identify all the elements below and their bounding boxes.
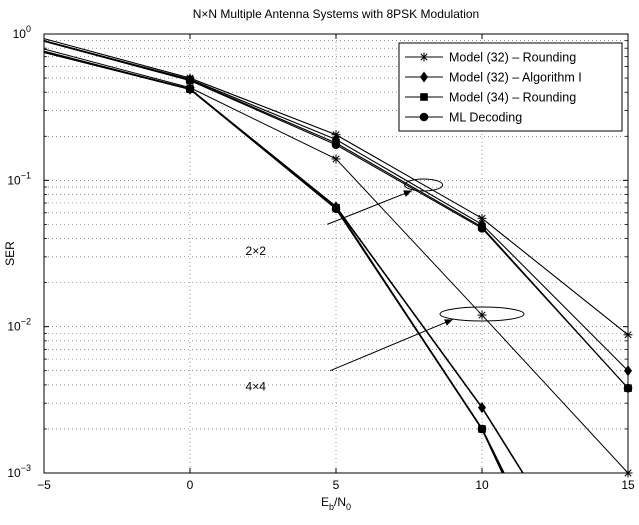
- series-2x2-circle: [43, 40, 633, 393]
- data-point: [478, 402, 486, 414]
- marker-stroke: [332, 155, 340, 163]
- marker-shape: [331, 204, 341, 213]
- legend-item: Model (32) – Algorithm I: [405, 71, 582, 85]
- legend-item: ML Decoding: [405, 111, 522, 125]
- legend-marker: [419, 52, 429, 62]
- annotations: 2×2 4×4: [246, 178, 525, 394]
- data-point: [185, 84, 195, 94]
- annotation-ellipse: [439, 306, 525, 322]
- x-axis-label-sep: /N: [334, 495, 346, 509]
- annotation-2×2: 2×2: [246, 178, 444, 258]
- annotation-arrow: [327, 190, 413, 225]
- annotation-arrowhead: [403, 190, 412, 197]
- marker-shape: [420, 71, 428, 83]
- data-point: [477, 224, 487, 233]
- data-point: [331, 204, 341, 213]
- data-point: [477, 213, 487, 223]
- marker-shape: [185, 84, 195, 94]
- legend: Model (32) – Rounding Model (32) – Algori…: [398, 42, 623, 132]
- marker-stroke: [478, 214, 486, 222]
- marker-shape: [478, 402, 486, 414]
- legend-marker: [420, 93, 428, 101]
- annotation-arrowhead: [444, 319, 453, 326]
- annotation-ellipse: [404, 178, 444, 192]
- legend-item: Model (34) – Rounding: [405, 91, 576, 105]
- y-tick-label: 10−2: [7, 317, 31, 334]
- marker-shape: [477, 224, 487, 233]
- legend-label: ML Decoding: [449, 111, 522, 125]
- annotation-4×4: 4×4: [246, 306, 525, 394]
- y-tick-label: 100: [13, 24, 31, 41]
- marker-stroke: [478, 311, 486, 319]
- annotation-arrow: [329, 319, 453, 372]
- legend-label: Model (32) – Rounding: [449, 51, 576, 65]
- x-axis-label-sub-0: 0: [346, 502, 351, 512]
- marker-shape: [420, 93, 428, 101]
- grid-lines: [44, 34, 628, 473]
- series-4x4-circle: [43, 51, 504, 474]
- x-axis-label-sub-b: b: [329, 502, 334, 512]
- y-axis-label: SER: [3, 241, 17, 266]
- legend-box: [398, 42, 623, 132]
- legend-marker: [419, 112, 429, 122]
- x-tick-label: 0: [187, 478, 194, 492]
- data-point: [477, 424, 487, 434]
- annotation-label: 2×2: [246, 244, 267, 258]
- annotation-label: 4×4: [246, 380, 267, 394]
- legend-label: Model (32) – Algorithm I: [449, 71, 582, 85]
- marker-stroke: [420, 53, 428, 61]
- marker-shape: [185, 76, 195, 85]
- legend-item: Model (32) – Rounding: [405, 51, 576, 65]
- marker-shape: [331, 140, 341, 150]
- legend-label: Model (34) – Rounding: [449, 91, 576, 105]
- x-tick-label: −5: [37, 478, 51, 492]
- chart-title: N×N Multiple Antenna Systems with 8PSK M…: [193, 7, 479, 21]
- y-tick-label: 10−1: [7, 170, 31, 187]
- data-point: [477, 310, 487, 320]
- x-axis-label-base: E: [321, 495, 329, 509]
- legend-marker: [420, 71, 428, 83]
- x-tick-label: 15: [621, 478, 635, 492]
- x-tick-label: 5: [333, 478, 340, 492]
- data-point: [331, 140, 341, 150]
- marker-shape: [419, 112, 429, 122]
- data-point: [185, 76, 195, 85]
- marker-shape: [477, 424, 487, 434]
- x-axis-label: Eb/N0: [321, 495, 351, 512]
- x-tick-label: 10: [475, 478, 489, 492]
- y-tick-label: 10−3: [7, 463, 31, 480]
- data-point: [331, 154, 341, 164]
- axis-ticks: −5 0 5 10 15 100 10−1 10−2 10−3: [7, 24, 635, 492]
